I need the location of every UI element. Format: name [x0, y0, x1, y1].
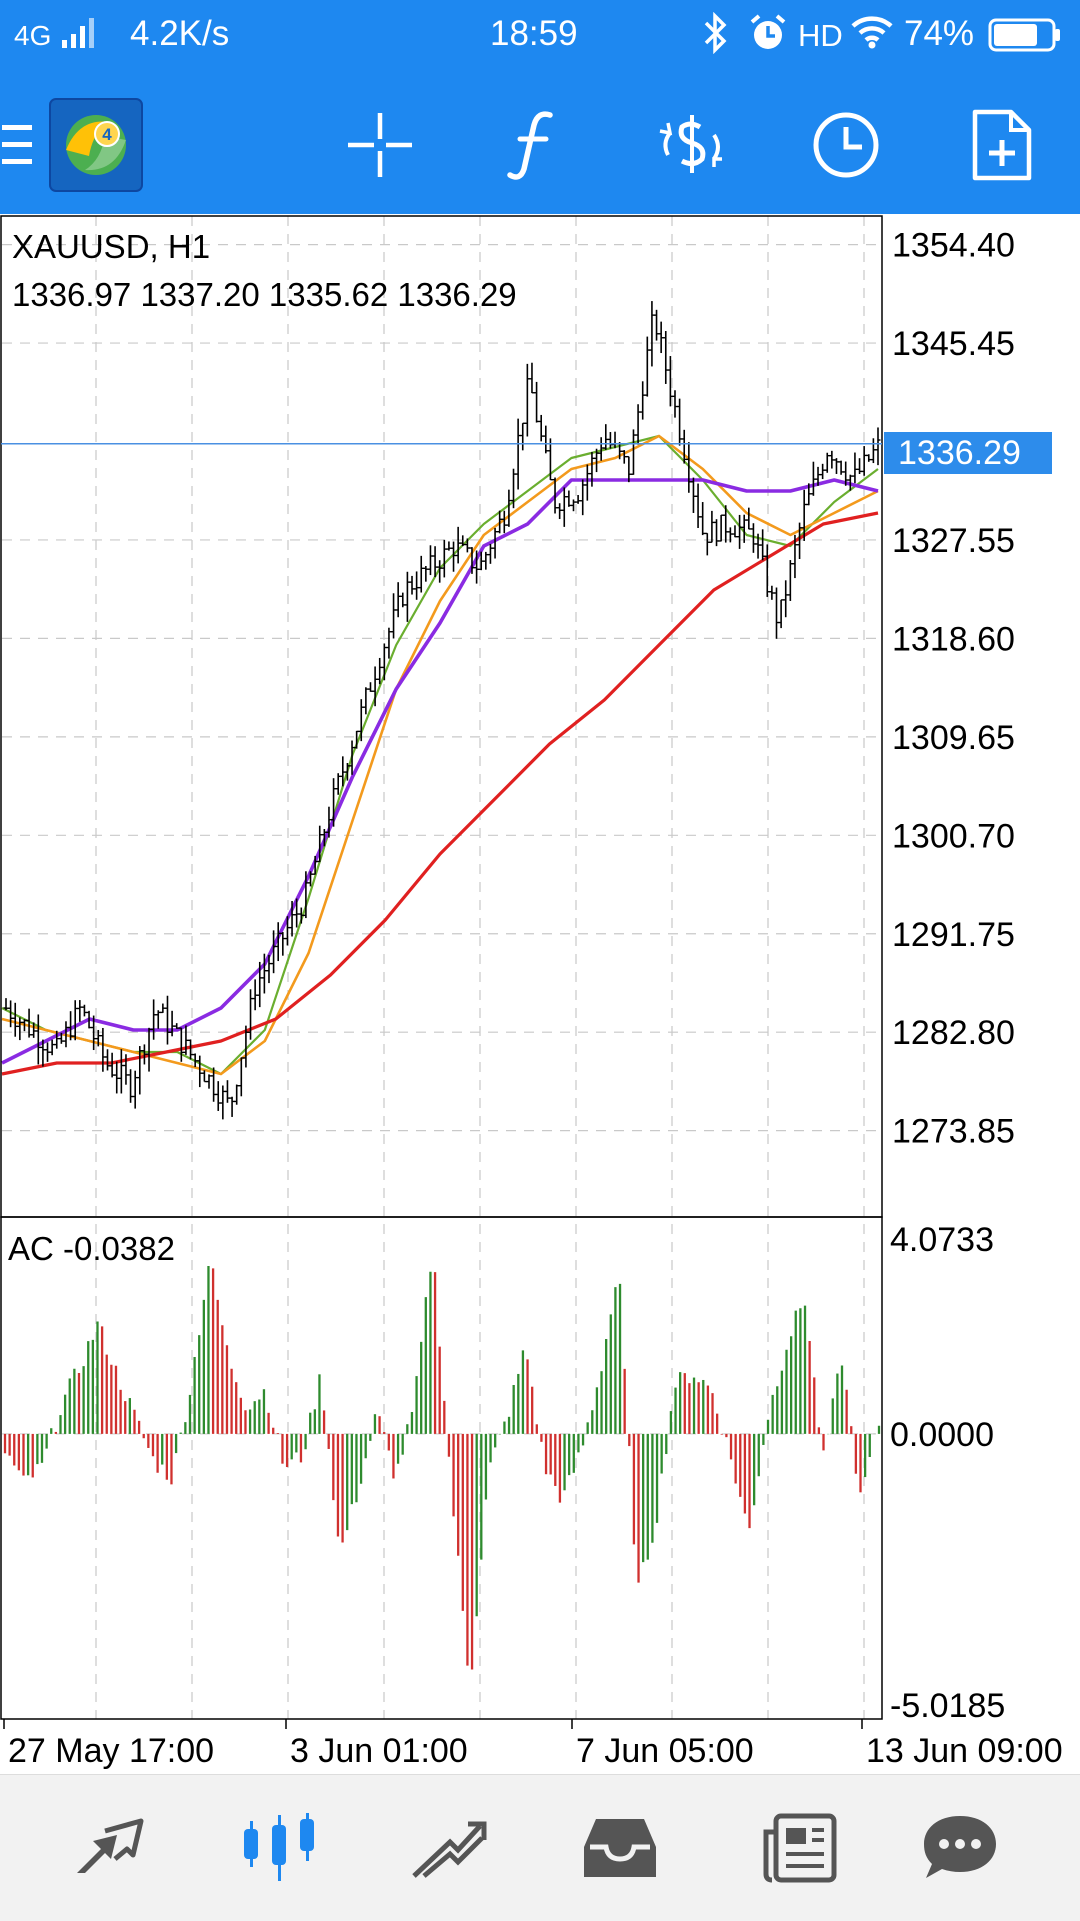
messages-icon[interactable]	[880, 1775, 1040, 1921]
battery-percent: 74%	[904, 14, 975, 53]
ma-line-orange	[1, 434, 879, 1076]
network-speed: 4.2K/s	[130, 14, 230, 53]
clock: 18:59	[490, 14, 578, 53]
menu-icon[interactable]	[0, 90, 36, 200]
ma-line-purple	[1, 478, 879, 1065]
svg-text:4: 4	[102, 125, 112, 144]
top-bar: 4G 4.2K/s 18:59 HD 74%	[0, 0, 1080, 214]
time-tick-label: 3 Jun 01:00	[290, 1732, 468, 1770]
wifi-icon	[850, 14, 894, 59]
current-price-box	[884, 432, 1052, 474]
chart-icon[interactable]	[200, 1775, 360, 1921]
timeframe-icon[interactable]	[796, 90, 896, 200]
hd-label: HD	[798, 18, 843, 53]
history-icon[interactable]	[540, 1775, 700, 1921]
network-type: 4G	[14, 20, 52, 51]
time-tick-label: 27 May 17:00	[8, 1732, 214, 1770]
indicator-pane-border	[0, 1216, 883, 1720]
current-price-label: 1336.29	[898, 434, 1021, 472]
function-icon[interactable]	[484, 90, 584, 200]
ohlc-values: 1336.97 1337.20 1335.62 1336.29	[12, 276, 517, 313]
price-tick-label: 1273.85	[892, 1113, 1015, 1151]
price-tick-label: 1300.70	[892, 817, 1015, 855]
indicator-label: AC -0.0382	[8, 1230, 175, 1267]
price-chart[interactable]: 1354.40 1345.45 1327.55 1318.60 1309.65 1300.…	[0, 214, 1080, 1774]
price-tick-label: 1318.60	[892, 620, 1015, 658]
battery-icon	[988, 18, 1062, 61]
status-bar: 4G 4.2K/s 18:59 HD 74%	[0, 0, 1080, 76]
price-tick-label: 1345.45	[892, 325, 1015, 363]
ac-tick-label: 4.0733	[890, 1221, 994, 1259]
price-tick-label: 1309.65	[892, 719, 1015, 757]
main-pane-border	[0, 215, 883, 1218]
time-tick-label: 13 Jun 09:00	[866, 1732, 1063, 1770]
signal-icon	[60, 16, 98, 59]
quotes-icon[interactable]	[30, 1775, 190, 1921]
ma-line-green	[1, 434, 879, 1076]
symbol-timeframe: XAUUSD, H1	[12, 228, 210, 265]
symbol-change-icon[interactable]	[640, 90, 740, 200]
metatrader-logo[interactable]: 4	[48, 90, 144, 200]
bluetooth-icon	[700, 11, 730, 63]
ac-tick-label: 0.0000	[890, 1416, 994, 1454]
ac-tick-label: -5.0185	[890, 1687, 1005, 1725]
price-tick-label: 1291.75	[892, 916, 1015, 954]
news-icon[interactable]	[720, 1775, 880, 1921]
toolbar: 4	[0, 90, 1080, 200]
chart-area[interactable]: 1354.40 1345.45 1327.55 1318.60 1309.65 1300.…	[0, 214, 1080, 1774]
time-tick-label: 7 Jun 05:00	[576, 1732, 754, 1770]
price-tick-label: 1354.40	[892, 227, 1015, 265]
trade-icon[interactable]	[370, 1775, 530, 1921]
bottom-nav	[0, 1774, 1080, 1921]
alarm-icon	[748, 13, 788, 62]
price-tick-label: 1282.80	[892, 1014, 1015, 1052]
new-order-icon[interactable]	[952, 90, 1052, 200]
price-tick-label: 1327.55	[892, 522, 1015, 560]
crosshair-icon[interactable]	[330, 90, 430, 200]
ma-line-red	[1, 511, 879, 1076]
